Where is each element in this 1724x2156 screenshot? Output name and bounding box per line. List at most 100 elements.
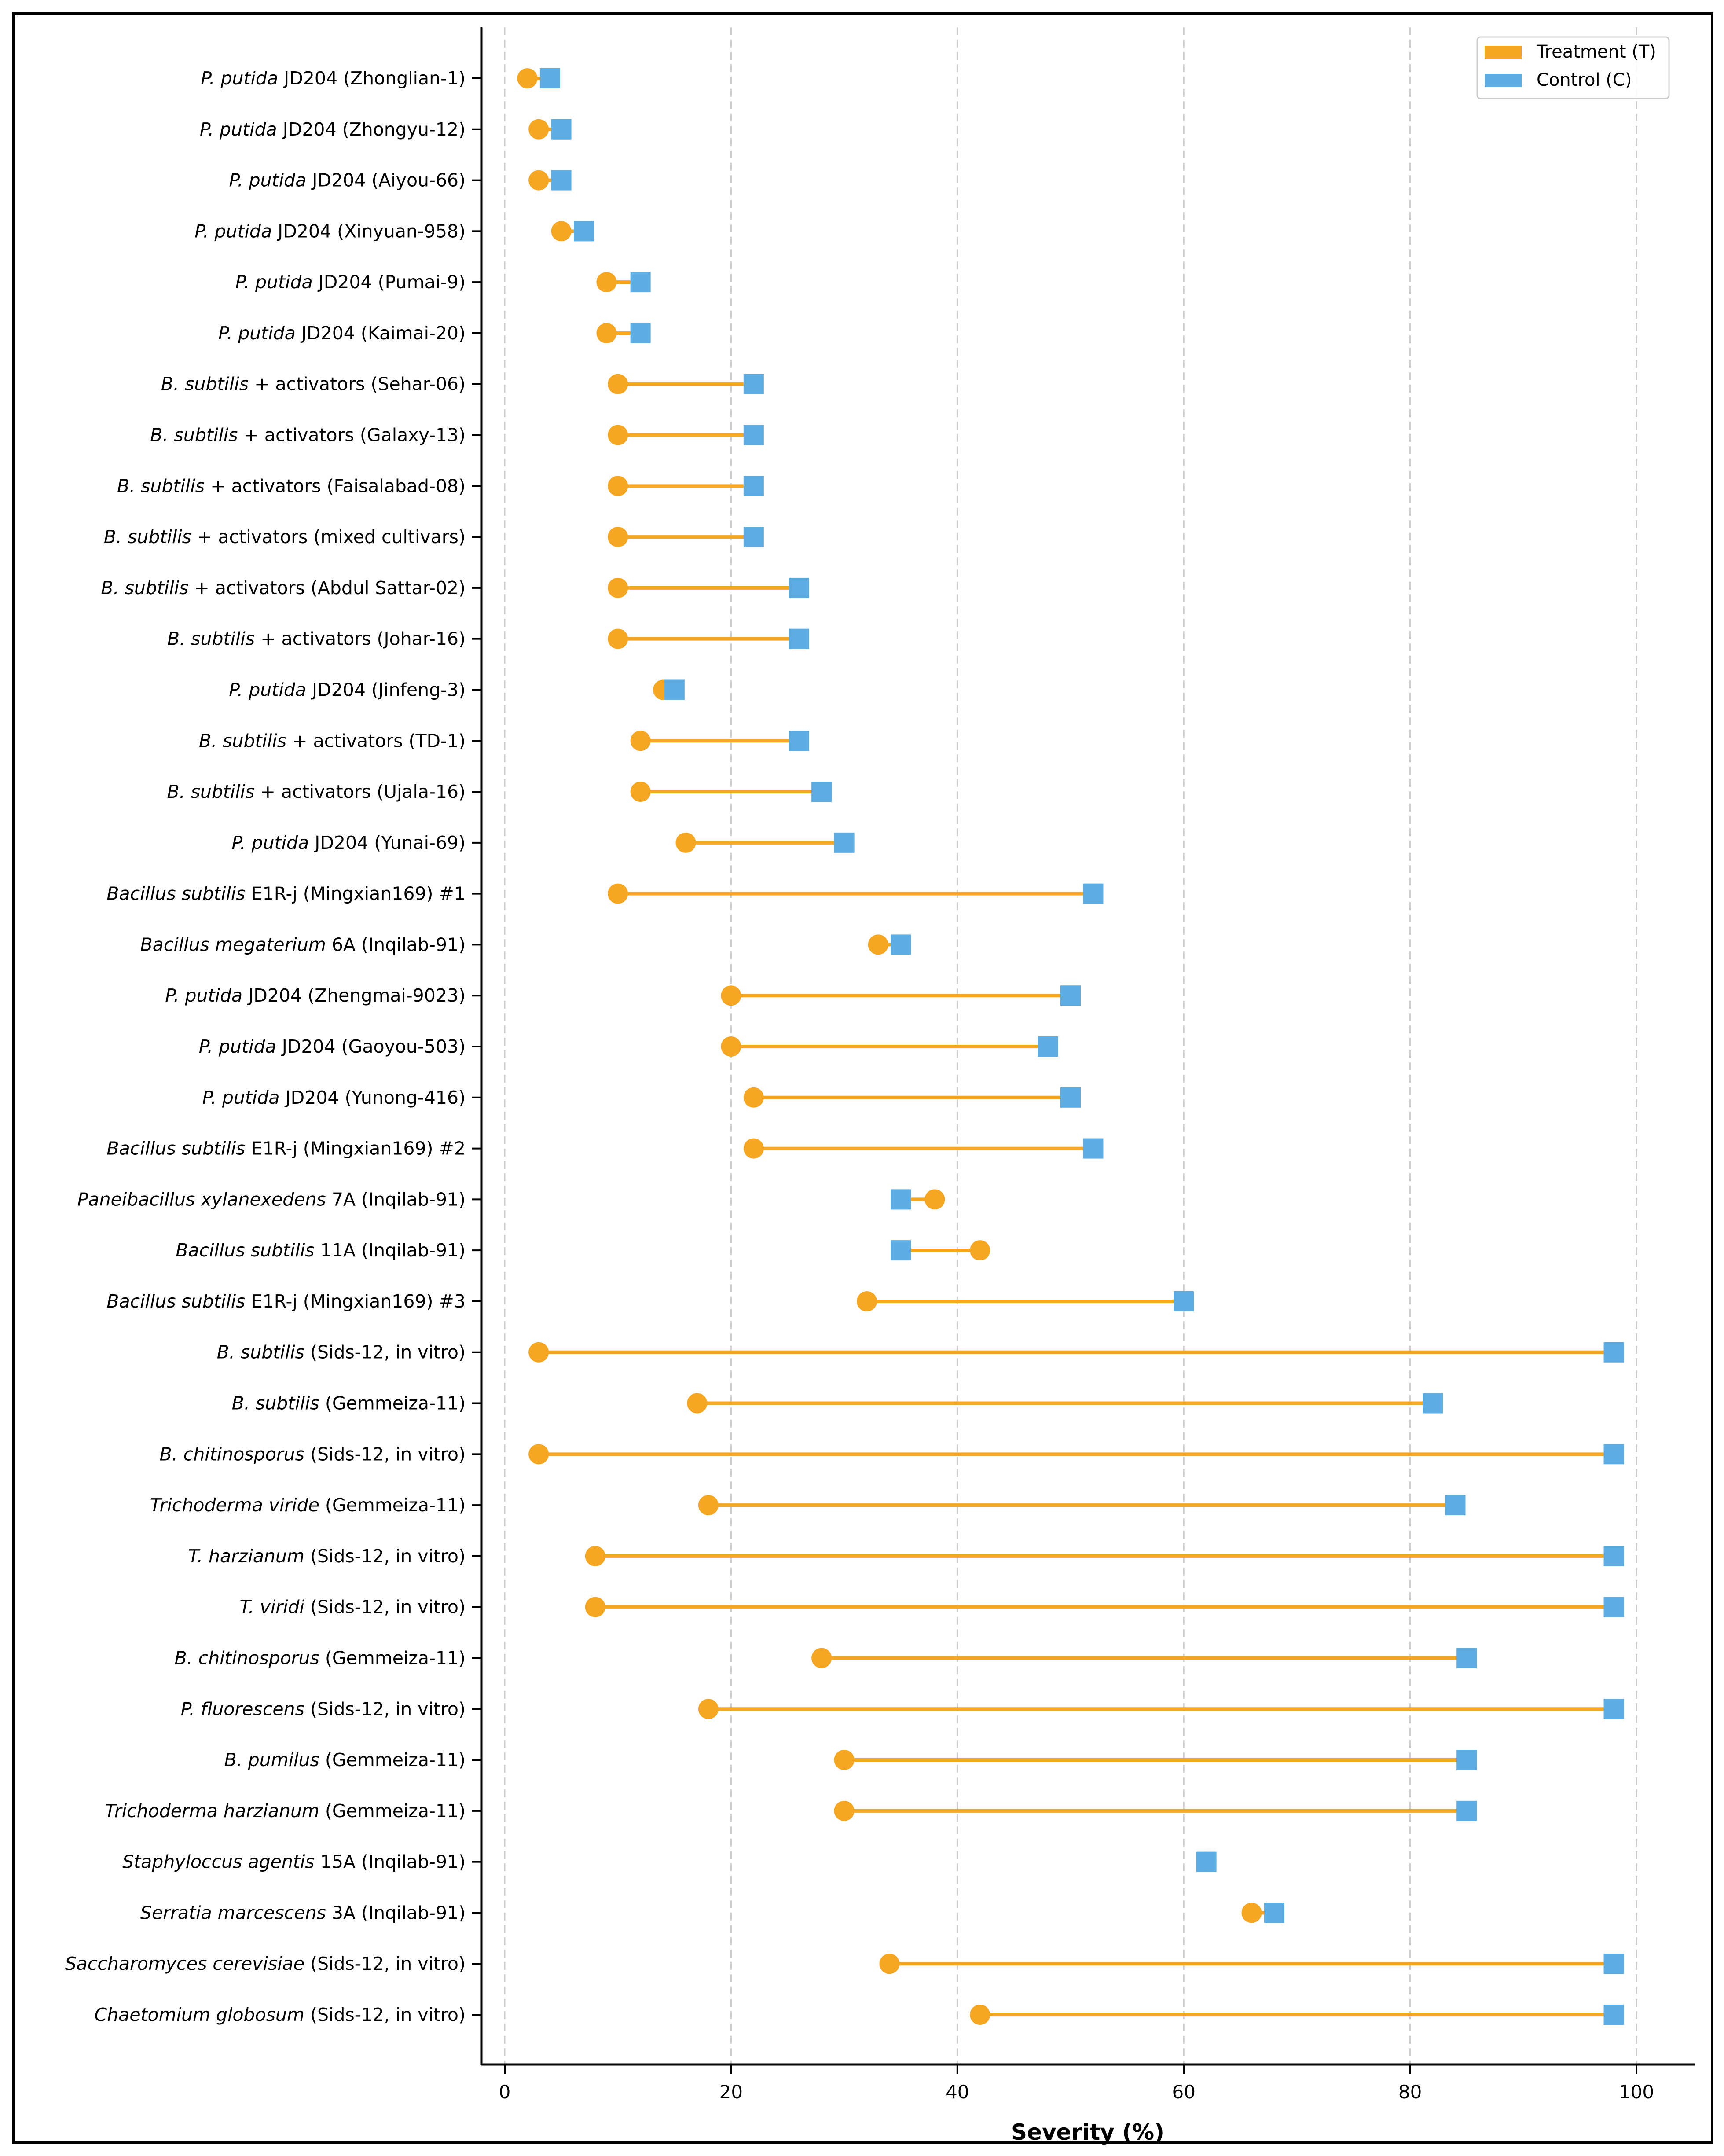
species-name: P. fluorescens [181, 1698, 304, 1719]
treatment-point [608, 577, 628, 598]
species-name: B. chitinosporus [175, 1647, 319, 1668]
y-tick-label: Saccharomyces cerevisiae (Sids-12, in vi… [65, 1953, 466, 1974]
treatment-point [608, 476, 628, 496]
control-point [891, 1240, 911, 1261]
legend-label-control: Control (C) [1537, 70, 1632, 90]
y-tick-label: Paneibacillus xylanexedens 7A (Inqilab-9… [77, 1189, 466, 1210]
label-detail: E1R-j (Mingxian169) #2 [246, 1138, 466, 1159]
control-point [1456, 1648, 1477, 1668]
x-tick-label: 40 [946, 2081, 969, 2103]
treatment-point [630, 731, 651, 751]
y-tick-label: P. putida JD204 (Yunong-416) [202, 1087, 466, 1108]
treatment-point [698, 1699, 719, 1719]
treatment-point [608, 883, 628, 904]
control-point [630, 323, 651, 343]
label-detail: JD204 (Jinfeng-3) [306, 679, 466, 700]
control-point [1038, 1036, 1058, 1057]
y-tick-label: P. putida JD204 (Aiyou-66) [229, 170, 466, 191]
control-point [891, 934, 911, 955]
y-tick-label: P. fluorescens (Sids-12, in vitro) [181, 1698, 466, 1719]
label-detail: JD204 (Zhonglian-1) [278, 68, 466, 89]
control-point [789, 577, 809, 598]
y-tick-label: B. subtilis + activators (Ujala-16) [167, 781, 466, 802]
species-name: P. putida [200, 119, 277, 140]
label-detail: 15A (Inqilab-91) [315, 1851, 466, 1873]
label-detail: (Gemmeiza-11) [319, 1647, 466, 1668]
y-tick-label: B. subtilis + activators (Faisalabad-08) [117, 475, 466, 496]
treatment-point [608, 425, 628, 445]
control-point [743, 527, 764, 547]
control-point [743, 476, 764, 496]
y-tick-label: Trichoderma harzianum (Gemmeiza-11) [105, 1800, 466, 1822]
label-detail: + activators (Abdul Sattar-02) [189, 577, 466, 599]
treatment-point [585, 1597, 605, 1617]
label-detail: JD204 (Pumai-9) [313, 272, 466, 293]
species-name: Bacillus subtilis [106, 883, 245, 904]
control-point [1060, 1087, 1081, 1108]
control-point [551, 119, 572, 140]
control-point [1174, 1291, 1194, 1311]
treatment-point [528, 170, 549, 191]
species-name: Trichoderma harzianum [105, 1800, 319, 1822]
y-tick-label: B. pumilus (Gemmeiza-11) [224, 1749, 466, 1770]
species-name: P. putida [199, 1036, 276, 1057]
treatment-point [551, 221, 572, 242]
species-name: P. putida [229, 679, 306, 700]
x-ticks: 0 20 40 60 80 100 [499, 2064, 1654, 2103]
species-name: P. putida [218, 323, 296, 344]
legend: Treatment (T) Control (C) [1476, 36, 1670, 99]
treatment-point [687, 1393, 708, 1414]
species-name: Serratia marcescens [140, 1902, 326, 1923]
y-tick-label: B. chitinosporus (Gemmeiza-11) [175, 1647, 466, 1668]
label-detail: 6A (Inqilab-91) [326, 934, 466, 955]
label-detail: (Sids-12, in vitro) [304, 1597, 466, 1618]
y-tick-label: Bacillus subtilis E1R-j (Mingxian169) #2 [106, 1138, 466, 1159]
y-tick-label: B. subtilis + activators (Johar-16) [167, 628, 466, 650]
label-detail: + activators (Faisalabad-08) [205, 475, 466, 496]
species-name: B. subtilis [167, 781, 254, 802]
treatment-point [721, 1036, 741, 1057]
label-detail: JD204 (Gaoyou-503) [276, 1036, 466, 1057]
treatment-point [675, 832, 696, 853]
label-detail: + activators (Galaxy-13) [238, 425, 466, 446]
control-point [630, 272, 651, 293]
control-point [1603, 1597, 1624, 1617]
x-tick-label: 80 [1398, 2081, 1422, 2103]
treatment-point [834, 1800, 855, 1821]
treatment-point [970, 2005, 990, 2025]
control-point [1603, 2005, 1624, 2025]
treatment-point [517, 68, 538, 88]
species-name: B. subtilis [117, 475, 205, 496]
y-tick-label: P. putida JD204 (Xinyuan-958) [194, 220, 466, 242]
species-name: B. subtilis [101, 577, 188, 599]
treatment-point [721, 985, 741, 1006]
label-detail: (Sids-12, in vitro) [304, 1953, 466, 1974]
y-tick-label: T. viridi (Sids-12, in vitro) [239, 1597, 466, 1618]
species-name: Paneibacillus xylanexedens [77, 1189, 326, 1210]
treatment-point [630, 782, 651, 802]
control-point [811, 782, 832, 802]
control-point [539, 68, 560, 88]
treatment-point [868, 934, 888, 955]
control-point [1603, 1699, 1624, 1719]
label-detail: (Gemmeiza-11) [319, 1749, 466, 1770]
y-tick-label: P. putida JD204 (Kaimai-20) [218, 323, 466, 344]
treatment-point [879, 1954, 900, 1974]
species-name: B. pumilus [224, 1749, 319, 1770]
y-tick-label: P. putida JD204 (Gaoyou-503) [199, 1036, 466, 1057]
y-tick-label: B. chitinosporus (Sids-12, in vitro) [160, 1443, 466, 1465]
species-name: Bacillus subtilis [106, 1291, 245, 1312]
treatment-point [924, 1189, 945, 1210]
species-name: P. putida [235, 272, 313, 293]
x-tick-label: 60 [1172, 2081, 1195, 2103]
control-point [1603, 1342, 1624, 1363]
y-tick-label: T. harzianum (Sids-12, in vitro) [188, 1546, 466, 1567]
treatment-point [596, 323, 617, 343]
treatment-point [585, 1546, 605, 1566]
y-tick-label: B. subtilis + activators (Galaxy-13) [150, 425, 466, 446]
species-name: P. putida [229, 170, 307, 191]
y-tick-label: B. subtilis + activators (Abdul Sattar-0… [101, 577, 466, 599]
label-detail: + activators (Sehar-06) [249, 374, 466, 395]
y-tick-label: Bacillus subtilis E1R-j (Mingxian169) #1 [106, 883, 466, 904]
label-detail: E1R-j (Mingxian169) #1 [246, 883, 466, 904]
